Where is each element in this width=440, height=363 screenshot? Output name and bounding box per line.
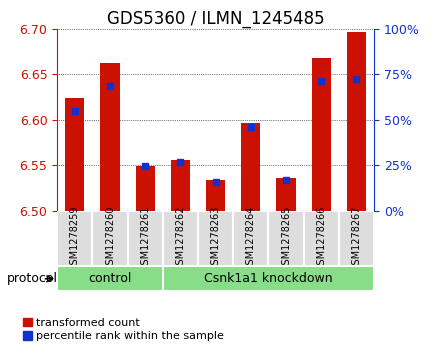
- Title: GDS5360 / ILMN_1245485: GDS5360 / ILMN_1245485: [107, 10, 324, 28]
- FancyBboxPatch shape: [163, 266, 374, 291]
- FancyBboxPatch shape: [163, 211, 198, 267]
- Legend: transformed count, percentile rank within the sample: transformed count, percentile rank withi…: [23, 318, 224, 341]
- FancyBboxPatch shape: [198, 211, 233, 267]
- FancyBboxPatch shape: [57, 211, 92, 267]
- Text: GSM1278264: GSM1278264: [246, 206, 256, 272]
- Text: GSM1278261: GSM1278261: [140, 206, 150, 272]
- Bar: [347, 32, 366, 211]
- FancyBboxPatch shape: [57, 266, 163, 291]
- FancyBboxPatch shape: [339, 211, 374, 267]
- Bar: [206, 180, 225, 211]
- Text: GSM1278260: GSM1278260: [105, 206, 115, 272]
- Bar: [276, 178, 296, 211]
- Text: GSM1278263: GSM1278263: [211, 206, 220, 272]
- FancyBboxPatch shape: [268, 211, 304, 267]
- Bar: [312, 58, 331, 211]
- FancyBboxPatch shape: [128, 211, 163, 267]
- Text: GSM1278267: GSM1278267: [352, 206, 361, 272]
- FancyBboxPatch shape: [304, 211, 339, 267]
- FancyBboxPatch shape: [92, 211, 128, 267]
- Bar: [136, 166, 155, 211]
- Text: GSM1278265: GSM1278265: [281, 206, 291, 272]
- Bar: [171, 160, 190, 211]
- Bar: [65, 98, 84, 211]
- Text: GSM1278259: GSM1278259: [70, 206, 80, 272]
- Text: GSM1278266: GSM1278266: [316, 206, 326, 272]
- Text: control: control: [88, 272, 132, 285]
- Text: GSM1278262: GSM1278262: [176, 206, 185, 272]
- Text: Csnk1a1 knockdown: Csnk1a1 knockdown: [204, 272, 333, 285]
- Text: protocol: protocol: [7, 272, 58, 285]
- FancyBboxPatch shape: [233, 211, 268, 267]
- Bar: [100, 62, 120, 211]
- Bar: [241, 122, 260, 211]
